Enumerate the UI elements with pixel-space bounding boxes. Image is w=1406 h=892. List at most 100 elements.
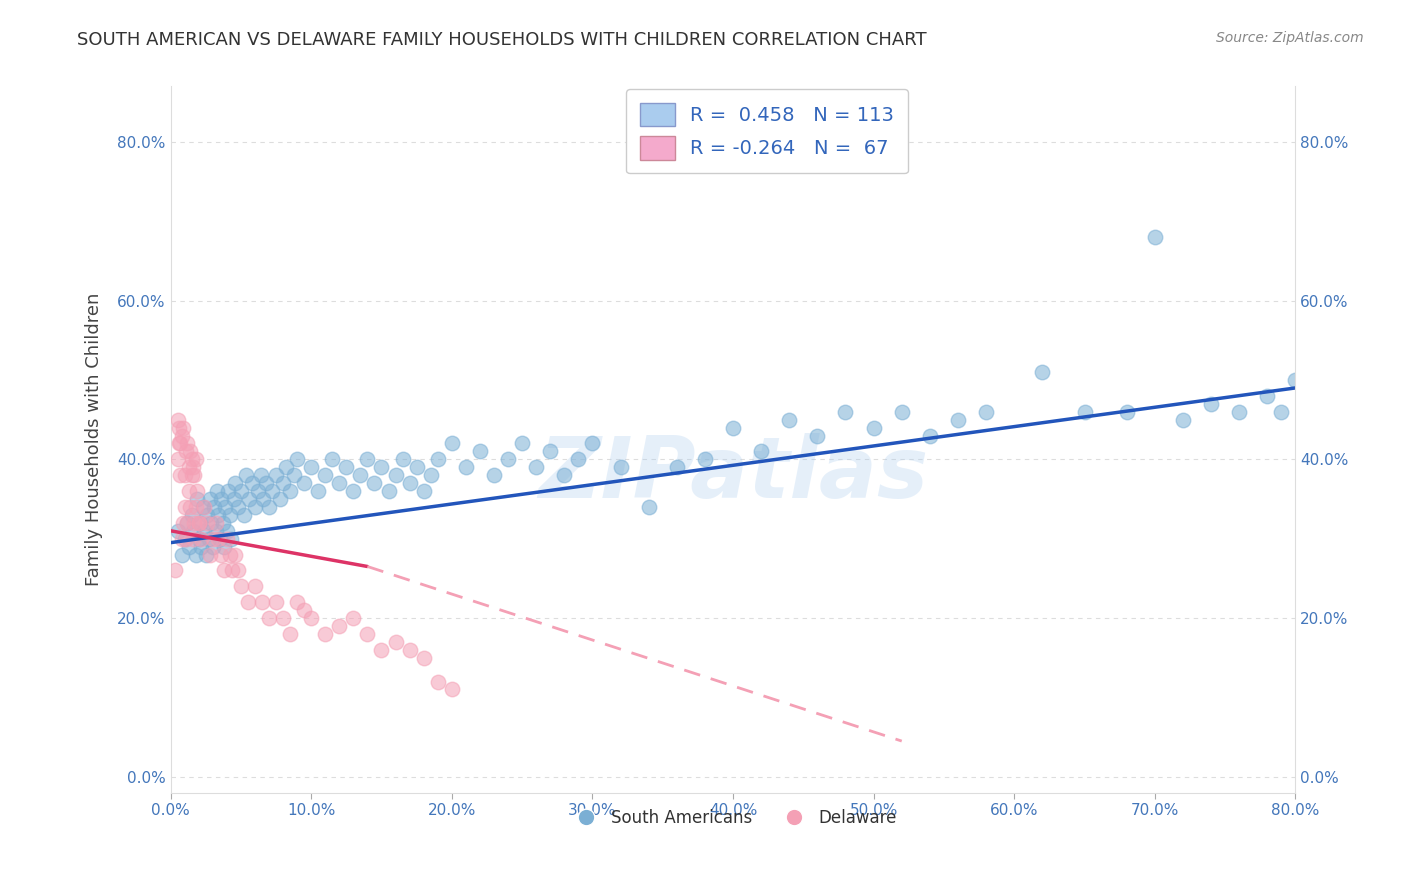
Point — [426, 452, 449, 467]
Point — [1326, 381, 1348, 395]
Point — [1073, 405, 1095, 419]
Point — [179, 444, 201, 458]
Point — [356, 627, 378, 641]
Point — [207, 532, 229, 546]
Point — [202, 500, 225, 514]
Point — [180, 452, 202, 467]
Point — [229, 579, 252, 593]
Point — [314, 627, 336, 641]
Point — [510, 436, 533, 450]
Point — [693, 452, 716, 467]
Point — [246, 484, 269, 499]
Point — [240, 476, 263, 491]
Point — [190, 540, 212, 554]
Point — [181, 460, 204, 475]
Point — [170, 428, 193, 442]
Point — [207, 508, 229, 522]
Point — [209, 491, 232, 506]
Point — [183, 468, 205, 483]
Point — [271, 476, 294, 491]
Point — [292, 476, 315, 491]
Point — [264, 595, 287, 609]
Point — [194, 548, 217, 562]
Point — [412, 484, 434, 499]
Point — [384, 468, 406, 483]
Point — [204, 516, 226, 530]
Point — [482, 468, 505, 483]
Point — [181, 524, 204, 538]
Point — [224, 548, 246, 562]
Point — [215, 532, 238, 546]
Point — [264, 468, 287, 483]
Point — [215, 524, 238, 538]
Point — [186, 484, 208, 499]
Point — [269, 491, 291, 506]
Point — [440, 436, 463, 450]
Point — [285, 595, 308, 609]
Point — [172, 516, 194, 530]
Point — [212, 540, 235, 554]
Point — [314, 468, 336, 483]
Point — [173, 532, 195, 546]
Point — [1199, 397, 1222, 411]
Point — [198, 548, 221, 562]
Point — [581, 436, 603, 450]
Point — [278, 484, 301, 499]
Point — [226, 500, 249, 514]
Point — [170, 532, 193, 546]
Point — [214, 500, 236, 514]
Point — [221, 564, 243, 578]
Point — [174, 532, 197, 546]
Point — [179, 500, 201, 514]
Point — [278, 627, 301, 641]
Point — [260, 484, 283, 499]
Point — [193, 524, 215, 538]
Point — [217, 484, 239, 499]
Point — [356, 452, 378, 467]
Point — [173, 500, 195, 514]
Point — [169, 468, 191, 483]
Point — [1143, 230, 1166, 244]
Point — [778, 412, 800, 426]
Point — [257, 500, 280, 514]
Point — [1115, 405, 1137, 419]
Point — [1171, 412, 1194, 426]
Point — [201, 540, 224, 554]
Point — [252, 491, 274, 506]
Point — [384, 635, 406, 649]
Point — [426, 674, 449, 689]
Point — [538, 444, 561, 458]
Point — [200, 516, 222, 530]
Point — [184, 548, 207, 562]
Point — [183, 516, 205, 530]
Point — [232, 508, 254, 522]
Point — [184, 500, 207, 514]
Point — [721, 420, 744, 434]
Point — [524, 460, 547, 475]
Point — [218, 548, 240, 562]
Point — [209, 548, 232, 562]
Point — [398, 642, 420, 657]
Text: ZIPatlas: ZIPatlas — [538, 434, 928, 516]
Point — [201, 532, 224, 546]
Point — [370, 460, 392, 475]
Point — [1284, 373, 1306, 387]
Text: SOUTH AMERICAN VS DELAWARE FAMILY HOUSEHOLDS WITH CHILDREN CORRELATION CHART: SOUTH AMERICAN VS DELAWARE FAMILY HOUSEH… — [77, 31, 927, 49]
Text: Source: ZipAtlas.com: Source: ZipAtlas.com — [1216, 31, 1364, 45]
Point — [609, 460, 631, 475]
Point — [167, 436, 190, 450]
Point — [377, 484, 399, 499]
Point — [363, 476, 385, 491]
Point — [195, 508, 218, 522]
Point — [188, 516, 211, 530]
Point — [440, 682, 463, 697]
Legend: South Americans, Delaware: South Americans, Delaware — [562, 803, 904, 834]
Point — [468, 444, 491, 458]
Point — [187, 516, 209, 530]
Point — [224, 476, 246, 491]
Point — [170, 548, 193, 562]
Point — [187, 532, 209, 546]
Point — [834, 405, 856, 419]
Point — [321, 452, 343, 467]
Point — [1031, 365, 1053, 379]
